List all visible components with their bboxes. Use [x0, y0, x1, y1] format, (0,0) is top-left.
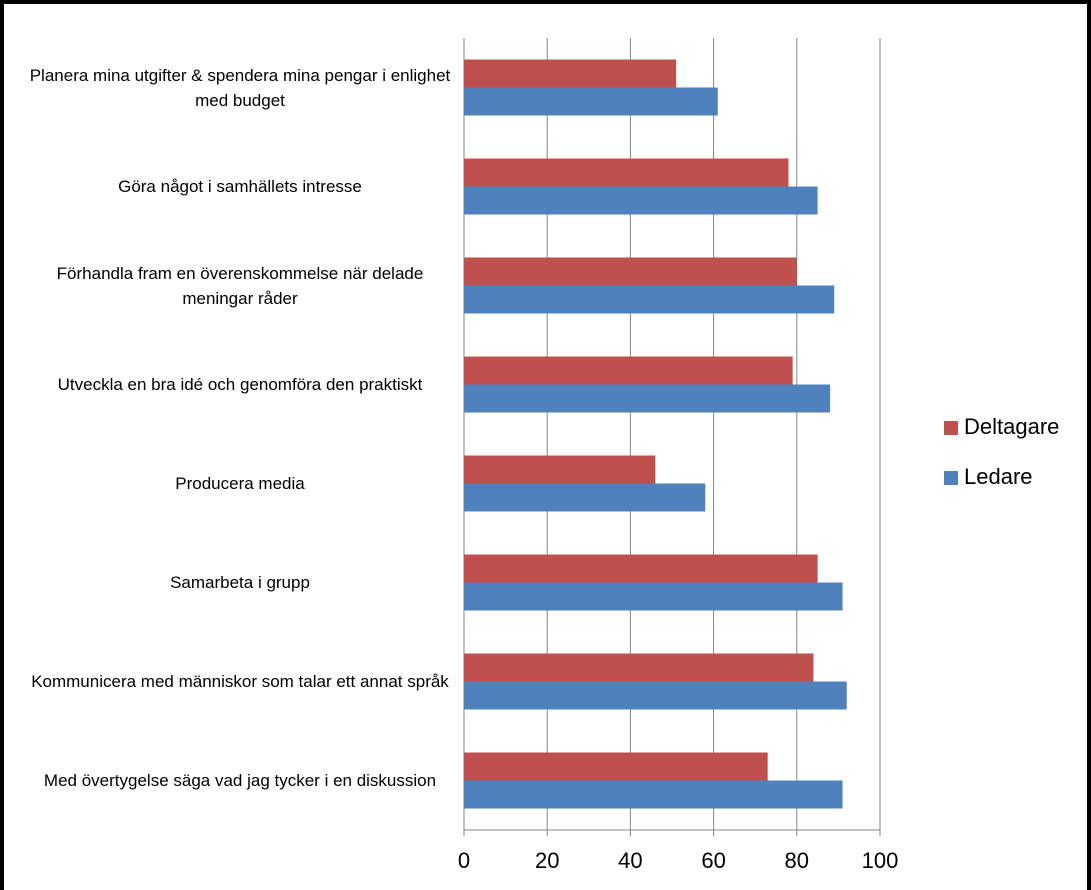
bar [464, 158, 789, 187]
y-tick-label: Kommunicera med människor som talar ett … [31, 672, 449, 691]
bar [464, 455, 656, 484]
bar [464, 582, 843, 611]
bar [464, 87, 718, 116]
bar [464, 285, 835, 314]
legend-label: Ledare [964, 464, 1033, 489]
legend-label: Deltagare [964, 414, 1059, 439]
x-tick-label: 20 [535, 848, 559, 873]
category-label-box: Planera mina utgifter & spendera mina pe… [29, 65, 451, 110]
y-tick-label: Planera mina utgifter & spendera mina pe… [29, 65, 451, 110]
bar [464, 554, 818, 583]
bar [464, 257, 797, 286]
bar [464, 780, 843, 809]
bar [464, 483, 706, 512]
bar [464, 681, 847, 710]
category-label-box: Utveckla en bra idé och genomföra den pr… [57, 375, 423, 394]
x-tick-label: 40 [618, 848, 642, 873]
bar [464, 59, 677, 88]
x-tick-label: 80 [785, 848, 809, 873]
bar [464, 653, 814, 682]
y-tick-label: Göra något i samhällets intresse [118, 177, 362, 196]
x-tick-label: 100 [862, 848, 899, 873]
category-label-box: Kommunicera med människor som talar ett … [31, 672, 449, 691]
legend-swatch [944, 421, 958, 435]
y-tick-label: Samarbeta i grupp [170, 573, 310, 592]
bar [464, 186, 818, 215]
y-tick-label: Förhandla fram en överenskommelse när de… [56, 263, 424, 308]
category-label-box: Producera media [175, 474, 305, 493]
legend-swatch [944, 471, 958, 485]
bar [464, 384, 831, 413]
x-tick-label: 0 [458, 848, 470, 873]
bar [464, 752, 768, 781]
category-label-box: Göra något i samhällets intresse [118, 177, 362, 196]
bar [464, 356, 793, 385]
y-tick-label: Producera media [175, 474, 305, 493]
y-tick-label: Utveckla en bra idé och genomföra den pr… [57, 375, 423, 394]
x-tick-label: 60 [701, 848, 725, 873]
category-label-box: Med övertygelse säga vad jag tycker i en… [43, 771, 437, 790]
category-label-box: Samarbeta i grupp [170, 573, 310, 592]
category-label-box: Förhandla fram en överenskommelse när de… [56, 263, 424, 308]
y-tick-label: Med övertygelse säga vad jag tycker i en… [43, 771, 437, 790]
